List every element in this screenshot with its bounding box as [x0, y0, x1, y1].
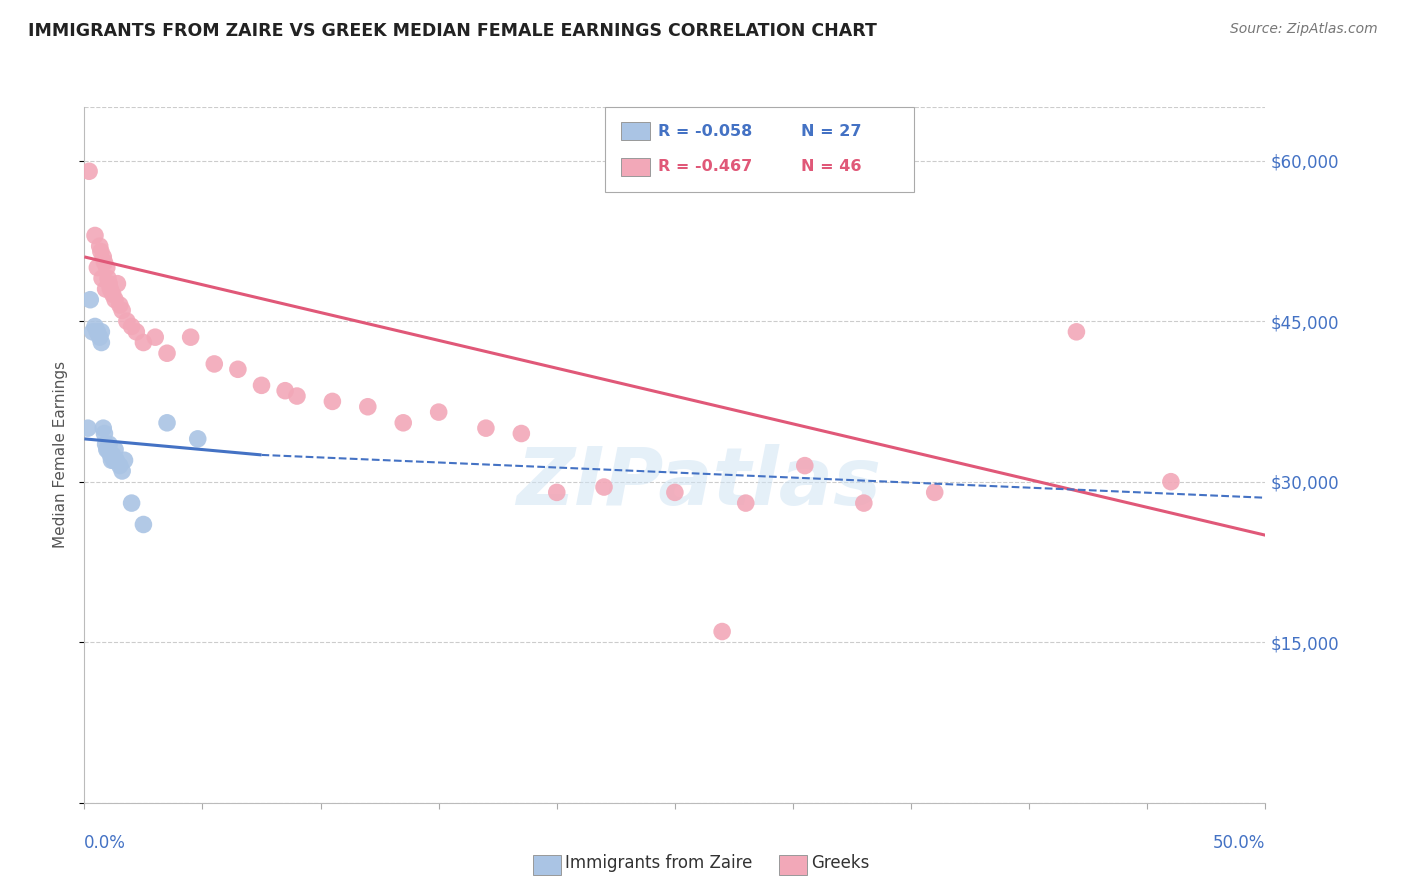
Point — [593, 480, 616, 494]
Text: Immigrants from Zaire: Immigrants from Zaire — [565, 855, 752, 872]
Point — [156, 346, 179, 360]
Point — [84, 228, 107, 243]
Point — [427, 405, 450, 419]
Point — [91, 271, 114, 285]
Point — [115, 314, 138, 328]
Point — [924, 485, 946, 500]
Text: 0.0%: 0.0% — [84, 834, 127, 852]
Point — [121, 319, 143, 334]
Point — [180, 330, 202, 344]
Point — [132, 335, 155, 350]
Point — [108, 458, 131, 473]
Point — [101, 448, 124, 462]
Point — [93, 255, 115, 269]
Point — [1160, 475, 1182, 489]
Text: R = -0.467: R = -0.467 — [658, 160, 752, 174]
Point — [510, 426, 533, 441]
Point — [77, 164, 100, 178]
Point — [90, 325, 112, 339]
Point — [101, 287, 124, 301]
Point — [77, 421, 100, 435]
Point — [104, 293, 127, 307]
Point — [111, 464, 134, 478]
Point — [121, 496, 143, 510]
Point — [392, 416, 415, 430]
Text: Source: ZipAtlas.com: Source: ZipAtlas.com — [1230, 22, 1378, 37]
Text: IMMIGRANTS FROM ZAIRE VS GREEK MEDIAN FEMALE EARNINGS CORRELATION CHART: IMMIGRANTS FROM ZAIRE VS GREEK MEDIAN FE… — [28, 22, 877, 40]
Point — [111, 303, 134, 318]
Point — [711, 624, 734, 639]
Point — [132, 517, 155, 532]
Point — [94, 437, 117, 451]
Point — [108, 298, 131, 312]
Point — [125, 325, 148, 339]
Point — [89, 239, 111, 253]
Text: 50.0%: 50.0% — [1213, 834, 1265, 852]
Point — [250, 378, 273, 392]
Point — [96, 260, 118, 275]
Point — [734, 496, 756, 510]
Point — [285, 389, 308, 403]
Text: Greeks: Greeks — [811, 855, 870, 872]
Point — [546, 485, 568, 500]
Point — [96, 442, 118, 457]
Point — [91, 250, 114, 264]
Point — [100, 453, 122, 467]
Point — [91, 421, 114, 435]
Y-axis label: Median Female Earnings: Median Female Earnings — [52, 361, 67, 549]
Point — [187, 432, 209, 446]
Point — [475, 421, 498, 435]
Text: N = 27: N = 27 — [801, 124, 862, 138]
Point — [90, 244, 112, 259]
Point — [94, 282, 117, 296]
Point — [98, 277, 121, 291]
Point — [793, 458, 815, 473]
Point — [84, 319, 107, 334]
Point — [156, 416, 179, 430]
Point — [89, 330, 111, 344]
Point — [82, 325, 104, 339]
Point — [321, 394, 343, 409]
Text: ZIPatlas: ZIPatlas — [516, 443, 882, 522]
Text: R = -0.058: R = -0.058 — [658, 124, 752, 138]
Point — [107, 277, 129, 291]
Point — [98, 437, 121, 451]
Point — [97, 271, 120, 285]
Point — [357, 400, 380, 414]
Point — [226, 362, 249, 376]
Point — [98, 282, 121, 296]
Point — [86, 325, 108, 339]
Point — [97, 442, 120, 457]
Point — [114, 453, 136, 467]
Point — [143, 330, 166, 344]
Point — [274, 384, 297, 398]
Point — [86, 260, 108, 275]
Point — [90, 335, 112, 350]
Point — [104, 442, 127, 457]
Point — [664, 485, 686, 500]
Point — [79, 293, 101, 307]
Point — [105, 453, 128, 467]
Point — [852, 496, 875, 510]
Point — [1066, 325, 1088, 339]
Text: N = 46: N = 46 — [801, 160, 862, 174]
Point — [98, 448, 121, 462]
Point — [93, 426, 115, 441]
Point — [202, 357, 225, 371]
Point — [103, 453, 125, 467]
